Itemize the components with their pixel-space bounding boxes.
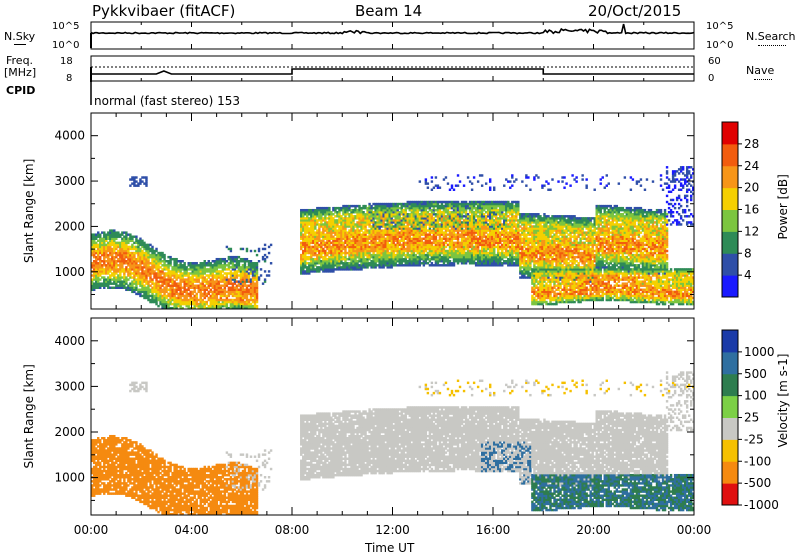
noise-tick-right-bottom: 10^0 (706, 40, 733, 51)
power-panel-cell (445, 176, 447, 178)
power-panel-cell (264, 244, 266, 246)
power-panel-cell (145, 176, 147, 178)
power-panel-cell (268, 274, 270, 276)
power-panel-cell (230, 248, 232, 250)
power-panel-cell (425, 178, 427, 180)
noise-tick-left-top: 10^5 (52, 21, 79, 32)
power-panel-cell (256, 254, 258, 256)
power-panel-cell (439, 187, 441, 189)
power-panel-cell (457, 174, 459, 176)
power-panel-cell (242, 248, 244, 250)
power-panel-cell (471, 189, 473, 191)
power-panel-cell (260, 268, 262, 270)
freq-line (91, 69, 694, 74)
power-panel-cell (258, 248, 260, 250)
power-panel-cell (268, 252, 270, 254)
power-panel-cell (489, 187, 491, 189)
power-panel-cell (473, 176, 475, 178)
power-panel-cell (447, 182, 449, 184)
power-panel-cell (270, 262, 272, 264)
power-panel-cell (256, 305, 258, 307)
power-panel-cell (453, 189, 455, 191)
noise-tick-right-top: 10^5 (706, 21, 733, 32)
noise-tick-left-bottom: 10^0 (52, 40, 79, 51)
power-panel-cell (270, 244, 272, 246)
power-panel-cell (463, 184, 465, 186)
power-panel-cell (485, 182, 487, 184)
power-panel-cell (163, 254, 165, 256)
power-panel-cell (481, 184, 483, 186)
power-panel-cell (135, 236, 137, 238)
power-panel-cell (250, 250, 252, 252)
power-panel-cell (328, 207, 330, 209)
power-panel-cell (427, 182, 429, 184)
power-panel-cell (151, 246, 153, 248)
power-panel-cell (477, 180, 479, 182)
power-panel-cell (183, 262, 185, 264)
power-panel-cell (268, 270, 270, 272)
power-panel-heatmap (91, 166, 694, 309)
power-panel-cell (431, 176, 433, 178)
power-panel-cell (427, 187, 429, 189)
power-panel-cell (135, 176, 137, 178)
power-panel-cell (260, 274, 262, 276)
freq-tick-right-bottom: 0 (708, 73, 714, 84)
freq-tick-right-top: 60 (708, 56, 721, 67)
power-panel-cell (451, 184, 453, 186)
power-panel-cell (431, 180, 433, 182)
power-panel-cell (246, 248, 248, 250)
power-panel-cell (266, 256, 268, 258)
power-panel-cell (481, 174, 483, 176)
power-panel-cell (457, 184, 459, 186)
freq-tick-left-bottom: 8 (66, 73, 72, 84)
power-panel-cell (493, 187, 495, 189)
power-panel-cell (155, 248, 157, 250)
power-panel-cell (264, 278, 266, 280)
power-panel-cell (264, 270, 266, 272)
power-panel-cell (503, 184, 505, 186)
power-panel-cell (435, 176, 437, 178)
power-panel-cell (471, 182, 473, 184)
power-panel-cell (258, 260, 260, 262)
freq-tick-left-top: 18 (60, 56, 73, 67)
power-panel-cell (459, 180, 461, 182)
power-panel-cell (489, 178, 491, 180)
power-panel-cell (254, 250, 256, 252)
power-panel-cell (467, 176, 469, 178)
power-panel-cell (264, 248, 266, 250)
power-panel-cell (419, 180, 421, 182)
